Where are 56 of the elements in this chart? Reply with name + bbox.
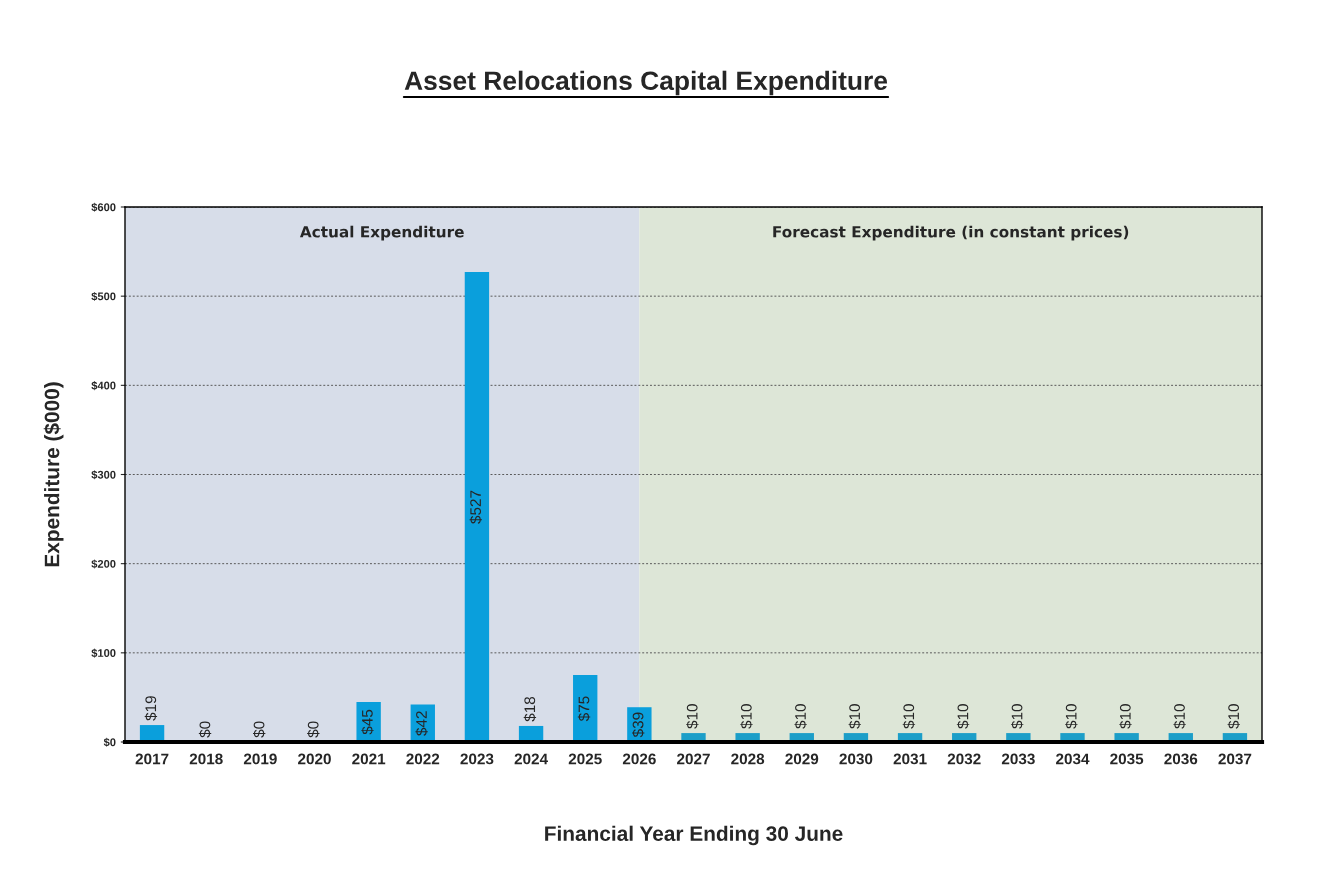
data-label: $10 [1065,704,1078,729]
data-label: $0 [198,721,212,738]
x-tick-label: 2032 [947,753,981,765]
data-label: $10 [1011,704,1024,729]
x-tick-label: 2020 [298,753,331,765]
data-label: $42 [415,711,428,736]
y-tick-label: $0 [103,737,116,747]
data-label: $10 [1227,704,1240,729]
x-tick-label: 2035 [1110,753,1144,765]
x-tick-label: 2029 [785,753,819,765]
y-tick-label: $300 [91,470,116,480]
data-label: $75 [577,696,591,722]
bar [573,675,598,742]
x-tick-label: 2033 [1001,753,1035,765]
x-tick-label: 2018 [189,753,223,765]
x-tick-label: 2021 [352,753,386,765]
y-tick-label: $400 [91,381,116,391]
data-label: $45 [361,709,374,735]
x-tick-label: 2024 [514,753,548,765]
data-label: $10 [1119,704,1132,729]
x-tick-label: 2028 [731,753,765,765]
x-tick-label: 2017 [135,753,169,765]
x-tick-label: 2019 [243,753,277,765]
x-tick-label: 2030 [839,753,873,765]
x-tick-label: 2036 [1164,753,1198,765]
data-label: $10 [686,704,699,729]
x-tick-label: 2034 [1056,753,1090,765]
data-label: $10 [848,704,861,729]
y-tick-label: $600 [91,202,116,212]
x-tick-label: 2026 [622,753,656,765]
data-label: $10 [1173,704,1186,729]
x-tick-label: 2023 [460,753,494,765]
chart-title: Asset Relocations Capital Expenditure [404,70,888,96]
x-tick-label: 2031 [893,753,927,765]
data-label: $10 [794,704,807,729]
x-tick-label: 2022 [406,753,440,765]
data-label: $0 [253,721,266,738]
data-label: $10 [956,704,970,729]
data-label: $0 [307,721,320,738]
data-label: $10 [740,704,753,729]
data-label: $19 [144,696,158,721]
data-label: $39 [632,712,645,738]
y-axis-title: Expenditure ($000) [43,382,64,567]
x-tick-label: 2037 [1218,753,1252,765]
data-label: $10 [902,704,916,729]
band-label: Forecast Expenditure (in constant prices) [773,225,1129,241]
band-label: Actual Expenditure [299,225,464,241]
data-label: $18 [523,696,537,722]
x-tick-label: 2027 [677,753,710,765]
y-tick-label: $200 [91,559,116,569]
x-axis-title: Financial Year Ending 30 June [545,825,843,846]
y-tick-label: $100 [91,648,116,658]
x-tick-label: 2025 [568,753,602,765]
y-tick-label: $500 [91,291,116,302]
data-label: $527 [469,490,482,524]
bar [464,272,490,742]
